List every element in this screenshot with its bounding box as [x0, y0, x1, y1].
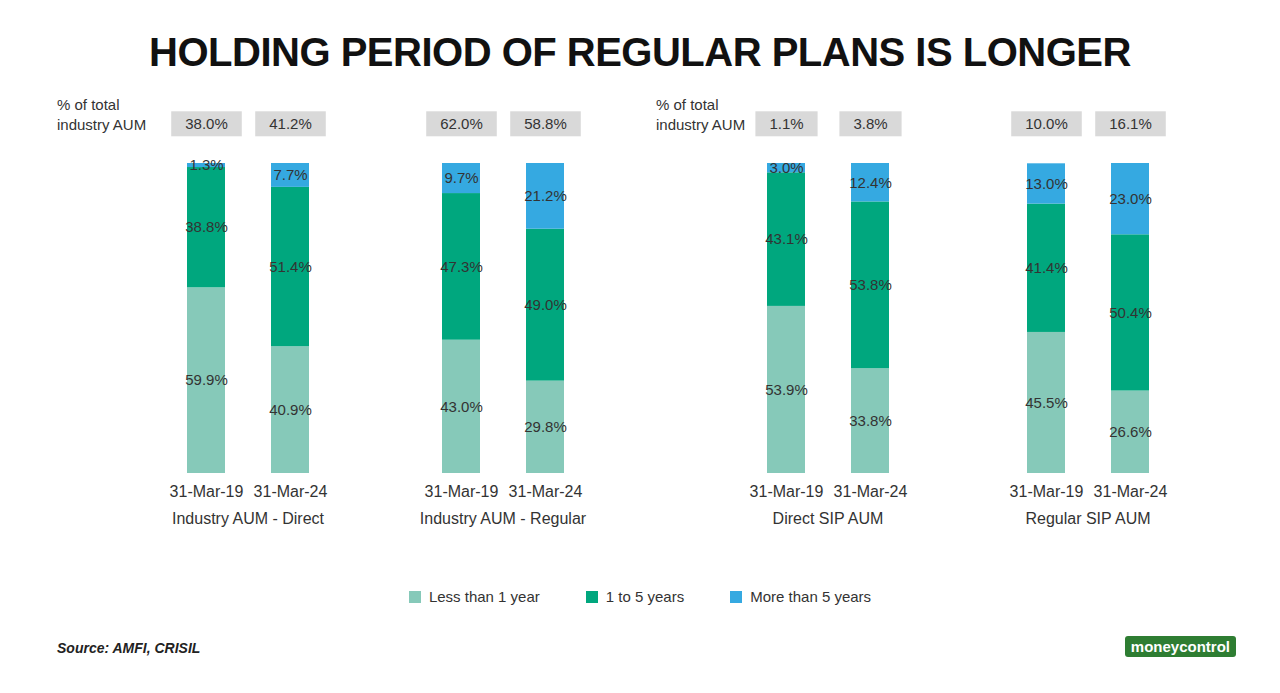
svg-text:43.0%: 43.0% — [440, 398, 483, 415]
svg-text:41.2%: 41.2% — [269, 115, 312, 132]
svg-text:23.0%: 23.0% — [1109, 190, 1152, 207]
html-text:% of total industry AUM: % of total industry AUM — [656, 96, 746, 133]
svg-text:50.4%: 50.4% — [1109, 304, 1152, 321]
svg-text:Industry AUM - Regular: Industry AUM - Regular — [420, 510, 587, 527]
svg-text:Industry AUM - Direct: Industry AUM - Direct — [172, 510, 325, 527]
svg-text:33.8%: 33.8% — [849, 412, 892, 429]
svg-text:31-Mar-19: 31-Mar-19 — [170, 483, 244, 500]
html-text:Source: AMFI, CRISIL: Source: AMFI, CRISIL — [57, 640, 201, 656]
svg-text:43.1%: 43.1% — [765, 230, 808, 247]
html-text:moneycontrol: moneycontrol — [1130, 638, 1230, 655]
svg-text:31-Mar-24: 31-Mar-24 — [509, 483, 583, 500]
svg-text:59.9%: 59.9% — [185, 371, 228, 388]
svg-text:31-Mar-19: 31-Mar-19 — [750, 483, 824, 500]
svg-text:7.7%: 7.7% — [273, 166, 307, 183]
html-text:HOLDING PERIOD OF REGULAR PLAN: HOLDING PERIOD OF REGULAR PLANS IS LONGE… — [149, 30, 1131, 74]
svg-text:3.0%: 3.0% — [769, 159, 803, 176]
svg-text:1.1%: 1.1% — [769, 115, 803, 132]
svg-text:16.1%: 16.1% — [1109, 115, 1152, 132]
svg-text:31-Mar-24: 31-Mar-24 — [1094, 483, 1168, 500]
svg-text:53.8%: 53.8% — [849, 276, 892, 293]
svg-text:62.0%: 62.0% — [440, 115, 483, 132]
html-text:More than 5 years: More than 5 years — [750, 588, 872, 605]
svg-text:38.0%: 38.0% — [185, 115, 228, 132]
svg-text:26.6%: 26.6% — [1109, 423, 1152, 440]
html-text:Less than 1 year: Less than 1 year — [428, 588, 540, 605]
svg-text:1.3%: 1.3% — [189, 156, 223, 173]
svg-text:Direct SIP AUM: Direct SIP AUM — [773, 510, 884, 527]
svg-text:47.3%: 47.3% — [440, 258, 483, 275]
svg-text:40.9%: 40.9% — [269, 401, 312, 418]
svg-text:58.8%: 58.8% — [524, 115, 567, 132]
svg-text:12.4%: 12.4% — [849, 174, 892, 191]
html-text:1 to 5 years: 1 to 5 years — [605, 588, 685, 605]
svg-text:51.4%: 51.4% — [269, 258, 312, 275]
svg-text:10.0%: 10.0% — [1025, 115, 1068, 132]
svg-text:31-Mar-24: 31-Mar-24 — [254, 483, 328, 500]
html-text:% of total industry AUM: % of total industry AUM — [57, 96, 147, 133]
svg-text:31-Mar-19: 31-Mar-19 — [1010, 483, 1084, 500]
svg-text:Regular SIP AUM: Regular SIP AUM — [1025, 510, 1150, 527]
svg-text:45.5%: 45.5% — [1025, 394, 1068, 411]
svg-text:9.7%: 9.7% — [444, 169, 478, 186]
svg-text:53.9%: 53.9% — [765, 381, 808, 398]
svg-text:38.8%: 38.8% — [185, 218, 228, 235]
svg-text:21.2%: 21.2% — [524, 187, 567, 204]
svg-text:31-Mar-19: 31-Mar-19 — [425, 483, 499, 500]
svg-text:31-Mar-24: 31-Mar-24 — [834, 483, 908, 500]
svg-text:29.8%: 29.8% — [524, 418, 567, 435]
svg-text:41.4%: 41.4% — [1025, 259, 1068, 276]
svg-text:13.0%: 13.0% — [1025, 175, 1068, 192]
svg-text:49.0%: 49.0% — [524, 296, 567, 313]
svg-text:3.8%: 3.8% — [853, 115, 887, 132]
